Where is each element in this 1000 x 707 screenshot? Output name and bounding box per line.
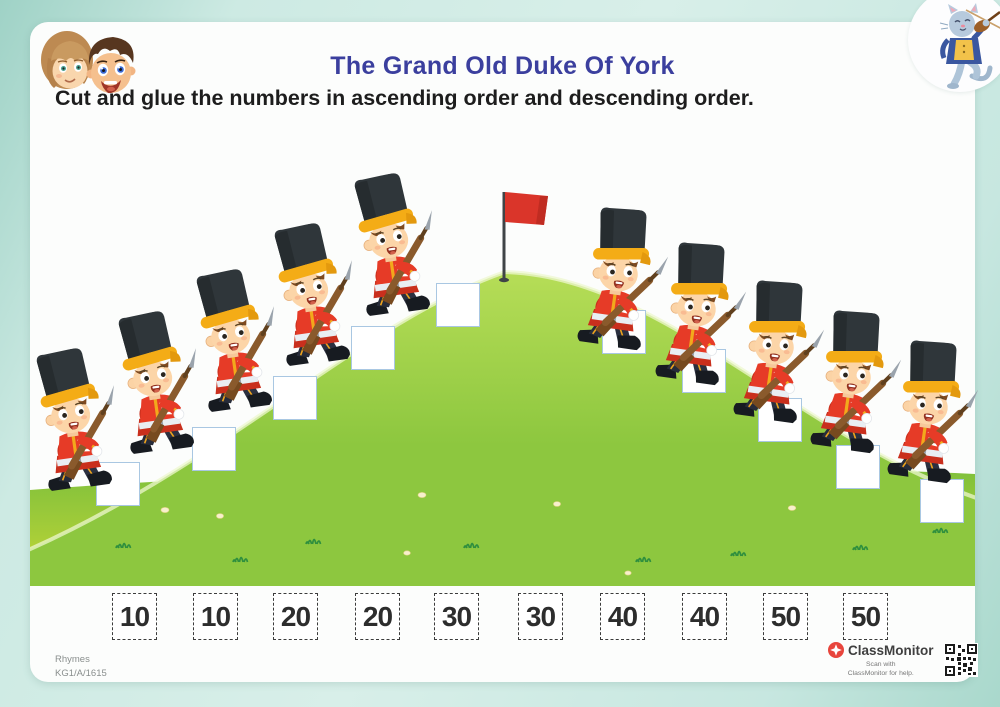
instruction-text: Cut and glue the numbers in ascending or…: [55, 86, 754, 110]
hill-scene: [30, 192, 975, 586]
girl-and-boy-faces-icon: [41, 31, 136, 94]
cat-with-fiddle-icon: [939, 3, 1000, 89]
answer-box[interactable]: [273, 376, 317, 420]
answer-box[interactable]: [920, 479, 964, 523]
number-tile[interactable]: 30: [434, 593, 479, 640]
number-tile[interactable]: 40: [600, 593, 645, 640]
answer-box[interactable]: [836, 445, 880, 489]
brand-name: ClassMonitor: [848, 642, 934, 658]
page-title: The Grand Old Duke Of York: [330, 52, 675, 80]
worksheet-card: The Grand Old Duke Of York Cut and glue …: [30, 22, 975, 682]
classmonitor-logo-icon: [828, 642, 844, 658]
soldier-marching-down-icon: [866, 334, 988, 487]
number-tile[interactable]: 10: [112, 593, 157, 640]
flag-icon: [499, 192, 548, 283]
worksheet-meta: Rhymes KG1/A/1615: [55, 653, 107, 681]
number-tile[interactable]: 30: [518, 593, 563, 640]
number-tile[interactable]: 50: [763, 593, 808, 640]
soldier-marching-up-icon: [327, 168, 449, 321]
answer-box[interactable]: [351, 326, 395, 370]
qr-code-icon: [943, 643, 978, 678]
worksheet-code: KG1/A/1615: [55, 667, 107, 679]
answer-box[interactable]: [436, 283, 480, 327]
number-tile[interactable]: 40: [682, 593, 727, 640]
brand-tagline: ClassMonitor for help.: [847, 670, 914, 678]
number-tile[interactable]: 20: [273, 593, 318, 640]
brand-tagline: Scan with: [866, 661, 896, 668]
number-tile[interactable]: 50: [843, 593, 888, 640]
answer-box[interactable]: [192, 427, 236, 471]
worksheet-category: Rhymes: [55, 654, 90, 665]
brand-block: ClassMonitor Scan with ClassMonitor for …: [828, 642, 978, 678]
grass-dots: [160, 492, 797, 576]
number-tile[interactable]: 20: [355, 593, 400, 640]
number-tile[interactable]: 10: [193, 593, 238, 640]
hill-mound: [30, 272, 975, 586]
